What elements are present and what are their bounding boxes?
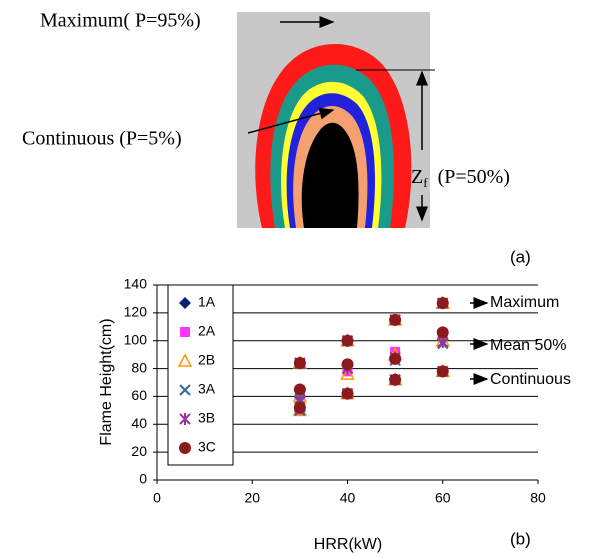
legend-marker xyxy=(177,353,193,367)
legend-marker xyxy=(179,297,191,309)
marker xyxy=(436,365,449,378)
legend-box xyxy=(167,284,234,466)
x-axis-label: HRR(kW) xyxy=(314,536,382,553)
flame-image xyxy=(237,12,430,228)
legend-marker xyxy=(179,442,191,454)
legend-marker xyxy=(179,413,191,425)
annotation: Continuous xyxy=(490,371,571,388)
legend-marker xyxy=(180,327,190,337)
cont-label: Continuous (P=5%) xyxy=(22,128,182,150)
annotation: Maximum xyxy=(490,294,559,311)
legend-label: 3B xyxy=(198,410,215,426)
marker xyxy=(389,373,402,386)
x-tick-label: 60 xyxy=(435,490,451,506)
annotation: Mean 50% xyxy=(490,337,567,354)
legend-label: 3C xyxy=(198,439,216,455)
x-tick-label: 80 xyxy=(530,490,546,506)
marker xyxy=(293,383,306,396)
marker xyxy=(293,401,306,414)
y-tick-label: 40 xyxy=(131,415,147,431)
panel-tag: (a) xyxy=(510,247,531,266)
x-tick-label: 0 xyxy=(153,490,161,506)
legend-label: 2B xyxy=(198,352,215,368)
y-tick-label: 60 xyxy=(131,387,147,403)
x-tick-label: 20 xyxy=(244,490,260,506)
legend-label: 1A xyxy=(198,294,216,310)
x-tick-label: 40 xyxy=(340,490,356,506)
y-tick-label: 140 xyxy=(124,276,148,292)
y-tick-label: 120 xyxy=(124,304,148,320)
legend-label: 2A xyxy=(198,323,216,339)
y-axis-label: Flame Height(cm) xyxy=(98,318,115,445)
z-label: Zf (P=50%) xyxy=(411,166,510,190)
marker xyxy=(436,326,449,339)
y-tick-label: 0 xyxy=(139,471,147,487)
y-tick-label: 100 xyxy=(124,331,148,347)
y-tick-label: 20 xyxy=(131,443,147,459)
marker xyxy=(341,334,354,347)
marker xyxy=(389,313,402,326)
marker xyxy=(341,358,354,371)
marker xyxy=(293,357,306,369)
legend-marker xyxy=(179,384,191,396)
marker xyxy=(436,297,449,310)
marker xyxy=(389,352,402,365)
panel-tag: (b) xyxy=(510,529,531,548)
max-label: Maximum( P=95%) xyxy=(40,10,201,32)
marker xyxy=(341,387,354,400)
marker xyxy=(340,366,355,380)
y-tick-label: 80 xyxy=(131,359,147,375)
arrow xyxy=(247,107,335,134)
legend-label: 3A xyxy=(198,381,216,397)
